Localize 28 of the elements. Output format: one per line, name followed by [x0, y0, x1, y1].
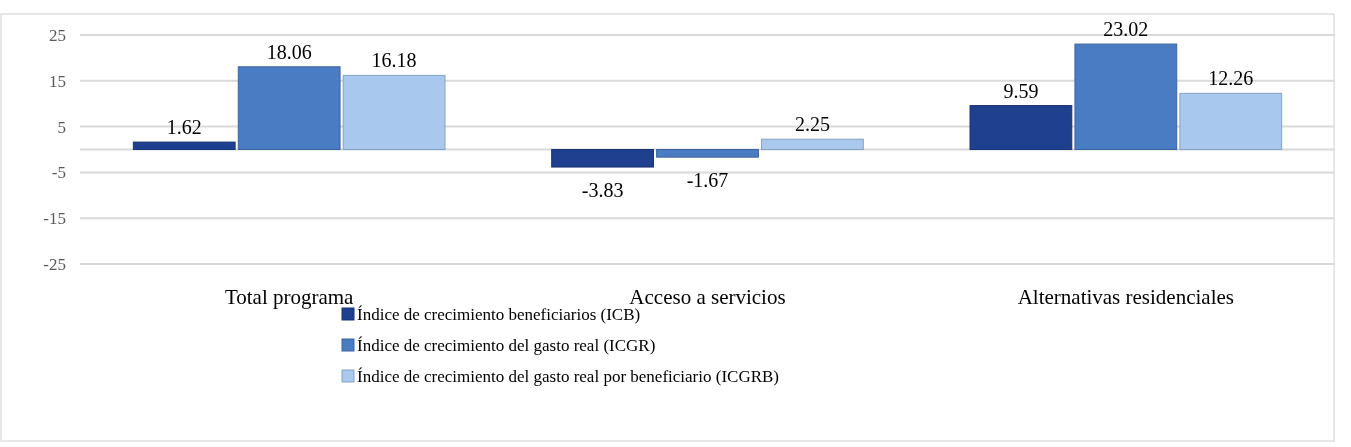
bar	[656, 149, 759, 158]
x-tick-label: Total programa	[224, 285, 355, 309]
data-label: -3.83	[581, 179, 624, 202]
bar	[969, 105, 1073, 150]
data-label: -1.67	[686, 169, 729, 192]
data-label: 16.18	[371, 49, 417, 72]
x-tick-label: Alternativas residenciales	[1017, 285, 1234, 309]
y-tick-label: -25	[43, 255, 66, 274]
bar	[1179, 92, 1283, 150]
y-tick-label: 15	[49, 71, 66, 91]
data-label: 12.26	[1208, 67, 1254, 90]
bar	[1074, 43, 1178, 150]
data-label: 18.06	[266, 40, 312, 63]
data-label: 23.02	[1103, 18, 1149, 41]
legend-label: Índice de crecimiento del gasto real por beneficiario (ICGRB)	[357, 367, 779, 386]
y-tick-label: -5	[51, 163, 66, 183]
data-label: 1.62	[166, 116, 202, 139]
bar	[237, 66, 341, 150]
legend-label: Índice de crecimiento del gasto real (ICGR)	[357, 336, 656, 355]
y-tick-label: 5	[57, 117, 66, 137]
data-label: 2.25	[794, 113, 830, 136]
y-tick-label: 25	[49, 26, 66, 45]
y-tick-label: -15	[43, 209, 66, 229]
data-label: 9.59	[1003, 79, 1039, 102]
bar	[551, 149, 654, 168]
bar	[132, 141, 236, 150]
bar	[761, 138, 864, 150]
bar	[342, 74, 446, 150]
